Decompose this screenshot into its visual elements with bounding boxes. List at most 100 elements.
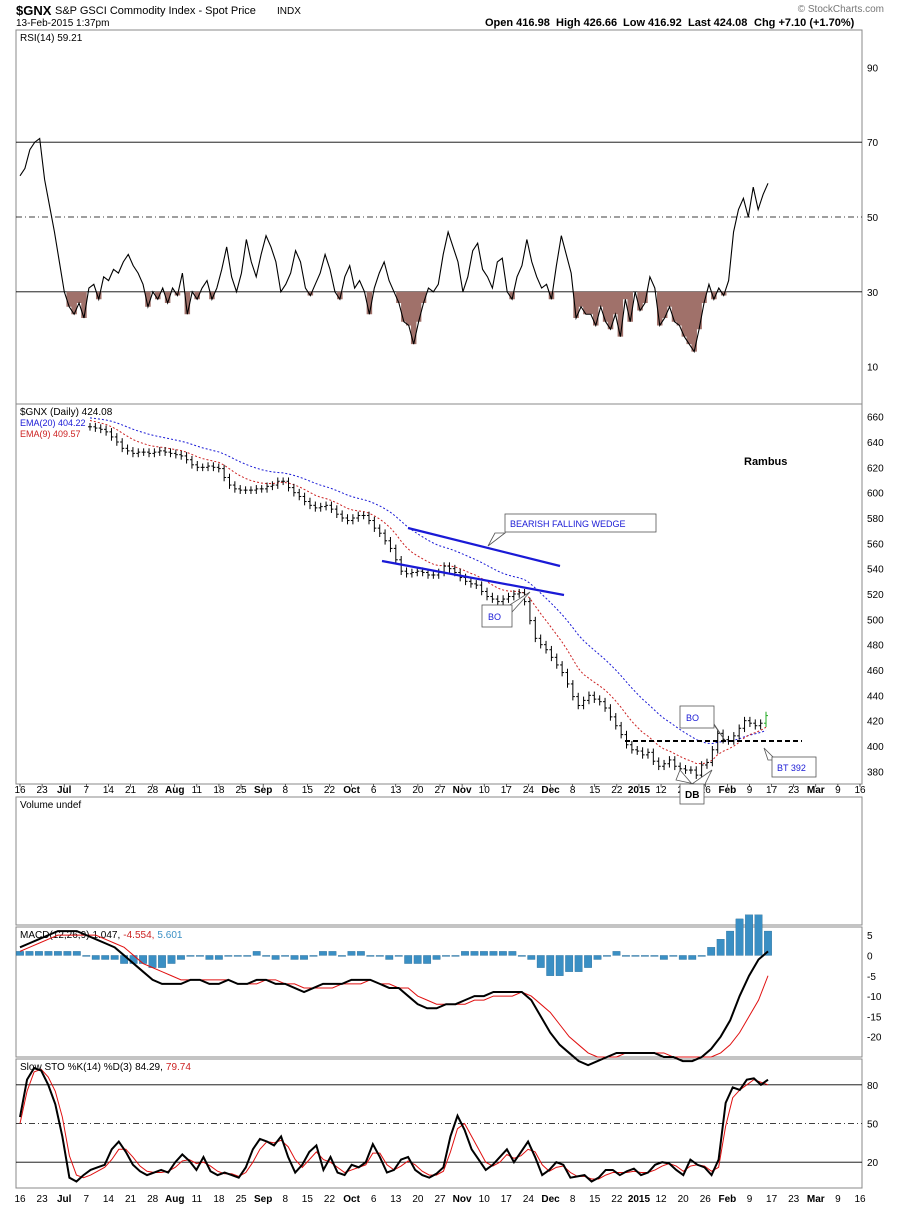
price-bar — [297, 488, 302, 501]
price-bar — [136, 448, 141, 458]
macd-hist-bar — [565, 955, 574, 972]
bt-callout-label: BT 392 — [777, 763, 806, 773]
macd-hist-bar — [385, 955, 394, 960]
price-bar — [662, 759, 667, 771]
macd-hist-bar — [309, 955, 318, 957]
x-tick-label: 2015 — [628, 785, 651, 796]
x-tick-label: 17 — [501, 1194, 513, 1205]
price-bar — [603, 697, 608, 712]
price-bar — [431, 571, 436, 579]
macd-hist-bar — [233, 955, 242, 957]
price-bar — [544, 640, 549, 654]
macd-hist-bar — [735, 918, 744, 956]
rsi-line — [19, 137, 769, 354]
rsi-panel-title: RSI(14) 59.21 — [20, 33, 83, 44]
price-bar — [120, 438, 125, 453]
price-bar — [259, 485, 264, 493]
x-tick-label: 23 — [37, 1194, 49, 1205]
macd-hist-bar — [186, 955, 195, 957]
price-bar — [206, 462, 211, 472]
macd-hist-bar — [338, 955, 346, 957]
price-bar — [313, 501, 318, 512]
macd-panel-frame — [15, 926, 863, 1058]
macd-hist-bar — [375, 955, 384, 957]
price-bar — [98, 424, 103, 434]
macd-hist-bar — [91, 955, 100, 960]
price-tick-460: 460 — [867, 666, 884, 677]
macd-hist-value: 5.601 — [157, 930, 182, 941]
x-tick-label: Oct — [343, 785, 360, 796]
x-tick-label: Sep — [254, 785, 272, 796]
sto-plot: 80 50 20 — [16, 1066, 879, 1183]
price-bar — [265, 482, 270, 493]
wedge-callout-pointer — [487, 532, 507, 547]
x-tick-label: 24 — [523, 785, 535, 796]
price-bar — [93, 423, 98, 432]
price-tick-500: 500 — [867, 615, 884, 626]
price-bar — [350, 514, 355, 525]
price-bar — [538, 634, 543, 649]
price-tick-580: 580 — [867, 514, 884, 525]
price-tick-440: 440 — [867, 691, 884, 702]
price-bar — [109, 428, 114, 441]
macd-hist-bar — [641, 955, 649, 957]
macd-hist-bar — [16, 951, 24, 956]
price-bar — [141, 448, 146, 456]
x-tick-label: 11 — [192, 1194, 203, 1205]
x-tick-label: 9 — [835, 1194, 841, 1205]
price-bar — [415, 567, 420, 577]
change-value: Chg +7.10 (+1.70%) — [754, 17, 855, 29]
price-bar — [248, 486, 253, 494]
x-tick-label: 26 — [700, 1194, 712, 1205]
price-bar — [130, 447, 135, 458]
high-value: High 426.66 — [556, 17, 617, 29]
macd-hist-bar — [205, 955, 214, 960]
macd-hist-bar — [300, 955, 308, 960]
price-bar — [672, 756, 677, 771]
x-tick-label: Nov — [453, 1194, 472, 1205]
x-tick-label: 28 — [147, 785, 159, 796]
price-bar — [688, 766, 693, 774]
price-bar — [586, 691, 591, 705]
macd-hist-bar — [650, 955, 659, 957]
bo2-callout-box — [679, 705, 715, 729]
x-tick-label: 9 — [835, 785, 841, 796]
x-tick-label: Mar — [807, 785, 825, 796]
x-tick-label: Dec — [541, 785, 560, 796]
price-bar — [88, 423, 92, 431]
macd-hist-bar — [726, 930, 735, 956]
wedge-lower-line — [381, 559, 565, 597]
price-bar — [731, 732, 736, 745]
price-tick-420: 420 — [867, 717, 884, 728]
price-bar — [184, 452, 189, 464]
macd-hist-bar — [281, 955, 290, 957]
price-bar — [345, 514, 350, 525]
x-tick-label: 2015 — [628, 1194, 651, 1205]
price-bar — [232, 481, 237, 493]
price-bar — [361, 511, 366, 520]
macd-hist-bar — [196, 955, 204, 957]
price-tick-520: 520 — [867, 590, 884, 601]
bo2-callout-label: BO — [686, 713, 699, 723]
wedge-callout-label: BEARISH FALLING WEDGE — [510, 519, 626, 529]
macd-hist-bar — [498, 951, 507, 956]
price-bar — [125, 444, 130, 455]
last-value: Last 424.08 — [688, 17, 747, 29]
price-bar — [168, 448, 173, 458]
x-tick-label: 15 — [589, 1194, 601, 1205]
x-tick-label: 18 — [213, 785, 225, 796]
macd-tick-5: 5 — [867, 931, 873, 942]
x-tick-label: 22 — [324, 785, 336, 796]
macd-hist-bar — [139, 955, 147, 964]
wedge-annotation: BEARISH FALLING WEDGE BO BO DB BT 392 Ra… — [381, 456, 817, 805]
x-tick-label: 15 — [589, 785, 601, 796]
x-tick-label: 12 — [655, 1194, 667, 1205]
price-panel-title: $GNX (Daily) 424.08 — [20, 407, 113, 418]
macd-hist-bar — [442, 955, 450, 957]
price-tick-540: 540 — [867, 565, 884, 576]
price-bar — [404, 567, 409, 578]
price-bar — [570, 680, 575, 701]
price-tick-560: 560 — [867, 539, 884, 550]
macd-hist-bar — [754, 914, 763, 956]
macd-plot: 5 0 -5 -10 -15 -20 — [16, 914, 882, 1067]
